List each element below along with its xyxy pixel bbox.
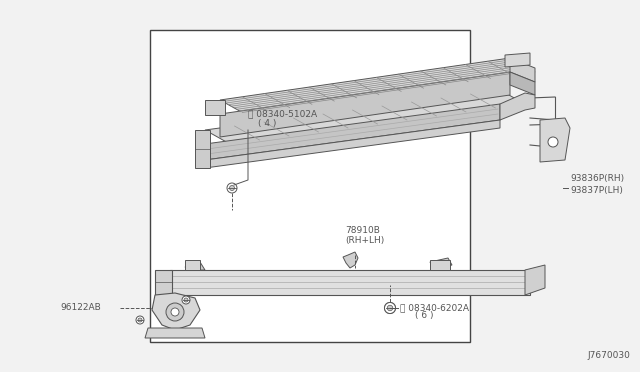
Polygon shape — [500, 93, 535, 120]
Circle shape — [136, 316, 144, 324]
Text: ( 6 ): ( 6 ) — [415, 311, 433, 320]
Polygon shape — [155, 270, 172, 295]
Text: Ⓢ 08340-5102A: Ⓢ 08340-5102A — [248, 109, 317, 118]
Text: S: S — [388, 305, 392, 311]
Circle shape — [387, 305, 393, 311]
Circle shape — [230, 186, 234, 190]
Circle shape — [385, 302, 396, 314]
Polygon shape — [170, 270, 530, 295]
Polygon shape — [185, 260, 200, 270]
Text: 78910B: 78910B — [345, 226, 380, 235]
Polygon shape — [205, 100, 225, 115]
Polygon shape — [430, 258, 452, 270]
Text: Ⓢ 08340-6202A: Ⓢ 08340-6202A — [400, 304, 469, 312]
Polygon shape — [505, 53, 530, 67]
Polygon shape — [510, 72, 535, 95]
Polygon shape — [205, 120, 500, 168]
Polygon shape — [195, 130, 210, 168]
Circle shape — [138, 318, 142, 322]
Circle shape — [166, 303, 184, 321]
Text: (RH+LH): (RH+LH) — [345, 236, 384, 245]
Circle shape — [182, 296, 190, 304]
Polygon shape — [540, 118, 570, 162]
Polygon shape — [152, 293, 200, 330]
Circle shape — [227, 183, 237, 193]
Circle shape — [385, 302, 396, 314]
Polygon shape — [430, 260, 450, 270]
Text: 93837P(LH): 93837P(LH) — [570, 186, 623, 195]
Polygon shape — [510, 58, 535, 82]
Bar — [150, 30, 470, 342]
Polygon shape — [220, 72, 510, 137]
Polygon shape — [525, 265, 545, 295]
Polygon shape — [343, 252, 358, 268]
Circle shape — [548, 137, 558, 147]
Circle shape — [184, 298, 188, 302]
Circle shape — [171, 308, 179, 316]
Polygon shape — [220, 58, 535, 114]
Polygon shape — [205, 104, 500, 160]
Polygon shape — [205, 90, 525, 144]
Text: J7670030: J7670030 — [587, 351, 630, 360]
Text: ( 4 ): ( 4 ) — [258, 119, 276, 128]
Polygon shape — [185, 262, 205, 270]
Polygon shape — [145, 328, 205, 338]
Text: 96122AB: 96122AB — [60, 304, 100, 312]
Text: 93836P(RH): 93836P(RH) — [570, 174, 624, 183]
